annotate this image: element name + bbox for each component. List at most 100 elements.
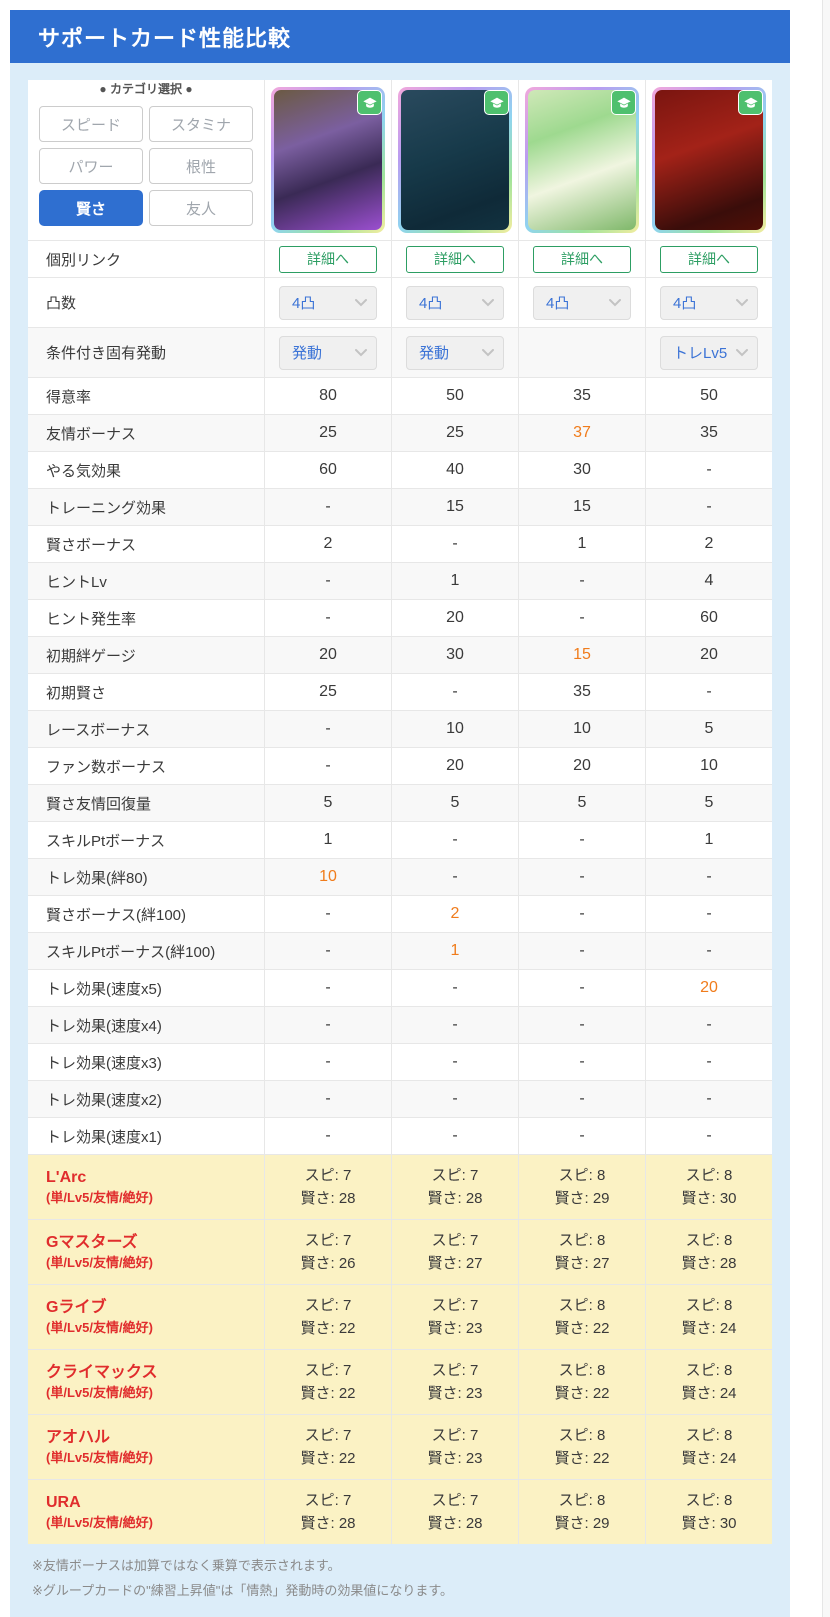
stat-value: 1 <box>518 526 645 562</box>
table-row: トレ効果(速度x5) - - - 20 <box>28 969 772 1006</box>
stat-value: - <box>645 1081 772 1117</box>
table-row: 賢さボーナス 2 - 1 2 <box>28 525 772 562</box>
table-row-limit-break: 凸数 4凸 4凸 4凸 4凸 <box>28 277 772 327</box>
table-row: トレ効果(速度x1) - - - - <box>28 1117 772 1154</box>
stat-value: - <box>518 970 645 1006</box>
footnote-2: ※グループカードの"練習上昇値"は「情熱」発動時の効果値になります。 <box>32 1582 454 1598</box>
category-select-label: ● カテゴリ選択 ● <box>99 82 193 96</box>
stat-value: 30 <box>518 452 645 488</box>
stat-value: 5 <box>264 785 391 821</box>
detail-link-button[interactable]: 詳細へ <box>406 245 504 273</box>
scenario-value: スピ: 8 賢さ: 22 <box>518 1285 645 1349</box>
support-card-3[interactable] <box>518 80 645 240</box>
panel-header: サポートカード性能比較 <box>10 10 790 63</box>
scenario-name: Gマスターズ <box>46 1233 138 1251</box>
row-label: トレーニング効果 <box>46 499 167 517</box>
stat-value: - <box>391 1118 518 1154</box>
table-row: トレ効果(絆80) 10 - - - <box>28 858 772 895</box>
stat-value: - <box>264 489 391 525</box>
category-button-guts[interactable]: 根性 <box>149 148 253 184</box>
stat-value: 35 <box>518 378 645 414</box>
footnote-1: ※友情ボーナスは加算ではなく乗算で表示されます。 <box>32 1558 341 1573</box>
card-frame <box>398 87 512 233</box>
stat-value: - <box>264 1044 391 1080</box>
stat-value: 50 <box>391 378 518 414</box>
graduation-cap-icon <box>357 90 382 115</box>
stat-value: - <box>391 1044 518 1080</box>
scenario-row: L'Arc (単/Lv5/友情/絶好) スピ: 7 賢さ: 28 スピ: 7 賢さ:… <box>28 1154 772 1219</box>
stat-value: 50 <box>645 378 772 414</box>
card-frame <box>652 87 766 233</box>
stat-value: 20 <box>518 748 645 784</box>
scenario-value: スピ: 7 賢さ: 28 <box>264 1480 391 1544</box>
stat-value: - <box>645 1044 772 1080</box>
unique-activation-select[interactable]: 発動 <box>406 335 504 370</box>
row-label: 友情ボーナス <box>46 425 137 443</box>
stat-value: - <box>264 748 391 784</box>
stat-value: - <box>518 1044 645 1080</box>
scenario-name: L'Arc <box>46 1168 87 1186</box>
stat-value: 5 <box>391 785 518 821</box>
stat-value: - <box>518 600 645 636</box>
category-button-speed[interactable]: スピード <box>39 106 143 142</box>
detail-link-button[interactable]: 詳細へ <box>660 245 758 273</box>
scenario-value: スピ: 7 賢さ: 23 <box>391 1350 518 1414</box>
table-row: トレーニング効果 - 15 15 - <box>28 488 772 525</box>
limit-break-select[interactable]: 4凸 <box>279 285 377 320</box>
stat-value: - <box>645 1118 772 1154</box>
limit-break-select[interactable]: 4凸 <box>406 285 504 320</box>
stat-value: 2 <box>264 526 391 562</box>
stat-value: 5 <box>645 711 772 747</box>
support-card-2[interactable] <box>391 80 518 240</box>
scrollbar[interactable] <box>822 0 830 1617</box>
category-button-friend[interactable]: 友人 <box>149 190 253 226</box>
unique-activation-select[interactable]: トレLv5 <box>660 335 758 370</box>
stat-value: 60 <box>645 600 772 636</box>
stat-value: - <box>391 1007 518 1043</box>
category-button-stamina[interactable]: スタミナ <box>149 106 253 142</box>
stat-value: - <box>264 1081 391 1117</box>
graduation-cap-icon <box>611 90 636 115</box>
graduation-cap-icon <box>738 90 763 115</box>
table-row: 賢さボーナス(絆100) - 2 - - <box>28 895 772 932</box>
chevron-down-icon <box>736 348 748 356</box>
scenario-name: URA <box>46 1493 81 1511</box>
detail-link-button[interactable]: 詳細へ <box>533 245 631 273</box>
support-card-4[interactable] <box>645 80 772 240</box>
stat-value: - <box>391 526 518 562</box>
stat-value: - <box>264 970 391 1006</box>
scenario-value: スピ: 8 賢さ: 22 <box>518 1350 645 1414</box>
unique-activation-select[interactable]: 発動 <box>279 335 377 370</box>
scenario-value: スピ: 8 賢さ: 24 <box>645 1350 772 1414</box>
stat-value: 10 <box>391 711 518 747</box>
table-row: レースボーナス - 10 10 5 <box>28 710 772 747</box>
scenario-conditions: (単/Lv5/友情/絶好) <box>46 1450 153 1466</box>
stat-value: - <box>645 1007 772 1043</box>
table-row: スキルPtボーナス 1 - - 1 <box>28 821 772 858</box>
stat-value: - <box>391 970 518 1006</box>
row-label: スキルPtボーナス <box>46 832 166 850</box>
stat-value: 1 <box>264 822 391 858</box>
table-row: ヒント発生率 - 20 - 60 <box>28 599 772 636</box>
row-label: 賢さボーナス(絆100) <box>46 906 187 924</box>
scenario-value: スピ: 7 賢さ: 22 <box>264 1285 391 1349</box>
comparison-panel: サポートカード性能比較 ● カテゴリ選択 ● スピード スタミナ パワー 根性 … <box>10 10 790 1617</box>
table-row: ファン数ボーナス - 20 20 10 <box>28 747 772 784</box>
stat-value: - <box>264 1007 391 1043</box>
stat-value: 35 <box>518 674 645 710</box>
table-header-row: ● カテゴリ選択 ● スピード スタミナ パワー 根性 賢さ 友人 <box>28 80 772 240</box>
stat-value: 5 <box>518 785 645 821</box>
scenario-value: スピ: 7 賢さ: 23 <box>391 1285 518 1349</box>
category-button-wisdom[interactable]: 賢さ <box>39 190 143 226</box>
support-card-1[interactable] <box>264 80 391 240</box>
stat-value: 5 <box>645 785 772 821</box>
page-title: サポートカード性能比較 <box>38 25 292 51</box>
limit-break-select[interactable]: 4凸 <box>660 285 758 320</box>
scenario-conditions: (単/Lv5/友情/絶好) <box>46 1255 153 1271</box>
stat-value: - <box>518 822 645 858</box>
chevron-down-icon <box>355 298 367 306</box>
category-button-power[interactable]: パワー <box>39 148 143 184</box>
limit-break-select[interactable]: 4凸 <box>533 285 631 320</box>
detail-link-button[interactable]: 詳細へ <box>279 245 377 273</box>
stat-value: - <box>645 933 772 969</box>
